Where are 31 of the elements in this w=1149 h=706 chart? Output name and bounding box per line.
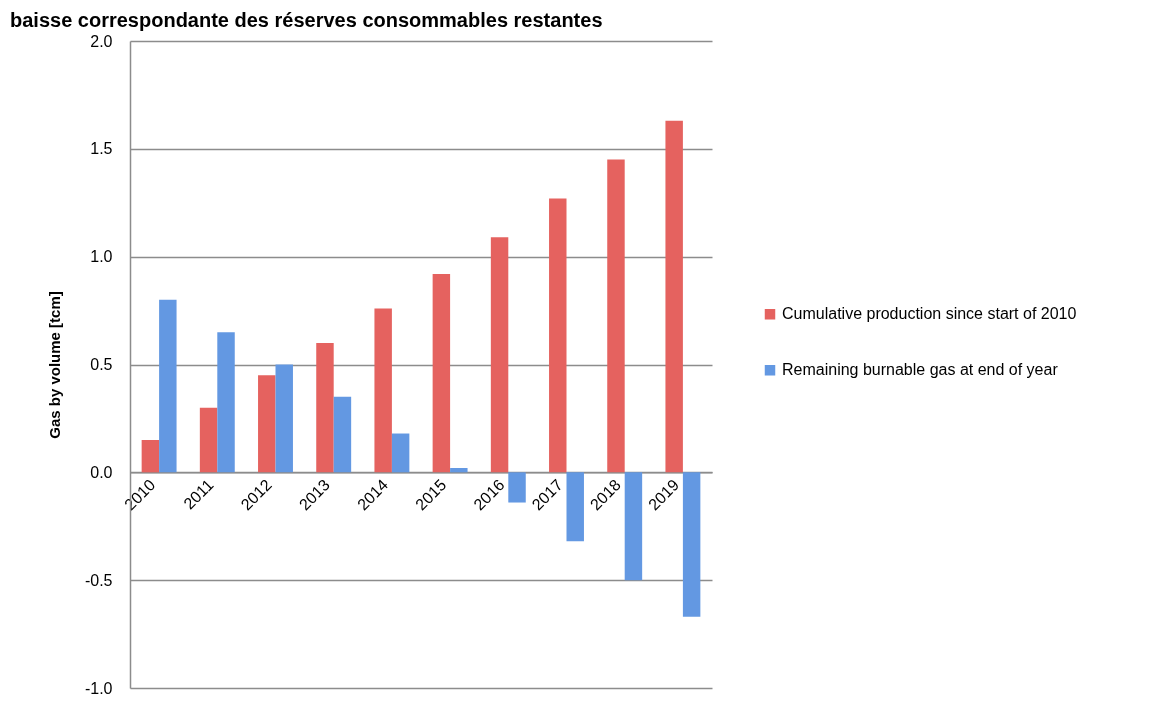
bar <box>316 342 334 473</box>
bar <box>199 407 218 473</box>
bar <box>391 433 410 473</box>
bar <box>141 439 160 473</box>
bar <box>566 472 584 542</box>
bar <box>665 120 683 473</box>
bar <box>275 364 293 473</box>
bar <box>217 332 235 473</box>
bar <box>258 375 276 473</box>
bar <box>374 308 392 473</box>
y-tick-label: 1.0 <box>90 248 113 266</box>
chart-title: baisse correspondante des réserves consommables restantes <box>10 9 603 31</box>
bar <box>450 468 468 473</box>
bar <box>607 159 625 473</box>
y-axis-title: Gas by volume [tcm] <box>45 291 63 439</box>
bar <box>508 472 526 503</box>
bar <box>490 237 509 473</box>
bar <box>333 396 352 473</box>
bar <box>624 472 643 581</box>
bar <box>432 273 451 473</box>
y-tick-label: 0.0 <box>90 463 113 481</box>
y-tick-label: 2.0 <box>90 32 113 50</box>
legend-label: Remaining burnable gas at end of year <box>782 361 1059 379</box>
bar <box>159 299 177 473</box>
bar <box>549 198 567 473</box>
y-tick-label: 0.5 <box>90 356 113 373</box>
bar <box>682 472 701 617</box>
y-tick-label: -1.0 <box>84 679 113 697</box>
y-tick-label: -0.5 <box>84 571 113 589</box>
legend-label: Cumulative production since start of 2010 <box>782 305 1077 323</box>
y-tick-label: 1.5 <box>90 140 113 158</box>
